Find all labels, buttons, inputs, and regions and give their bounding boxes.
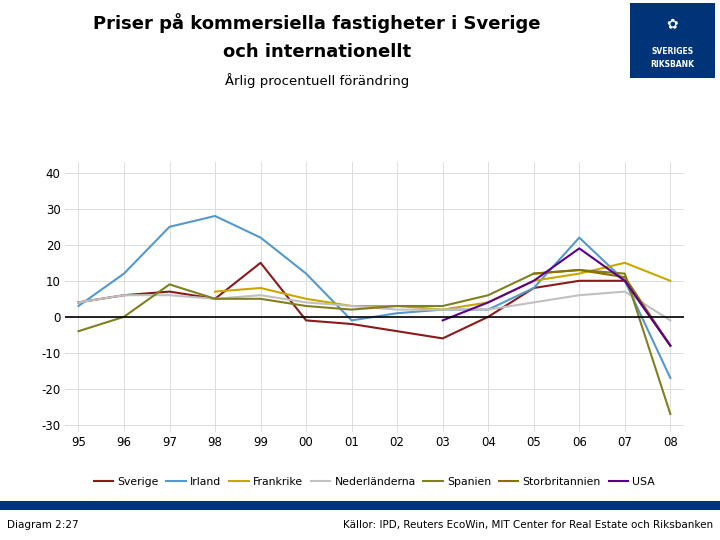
Text: RIKSBANK: RIKSBANK (650, 60, 695, 69)
Text: Källor: IPD, Reuters EcoWin, MIT Center for Real Estate och Riksbanken: Källor: IPD, Reuters EcoWin, MIT Center … (343, 520, 713, 530)
Text: Årlig procentuell förändring: Årlig procentuell förändring (225, 73, 409, 88)
Legend: Sverige, Irland, Frankrike, Nederländerna, Spanien, Storbritannien, USA: Sverige, Irland, Frankrike, Nederländern… (89, 472, 660, 491)
Text: och internationellt: och internationellt (222, 43, 411, 61)
Text: ✿: ✿ (667, 17, 678, 31)
Text: Diagram 2:27: Diagram 2:27 (7, 520, 78, 530)
Text: SVERIGES: SVERIGES (652, 48, 693, 56)
Text: Priser på kommersiella fastigheter i Sverige: Priser på kommersiella fastigheter i Sve… (93, 14, 541, 33)
